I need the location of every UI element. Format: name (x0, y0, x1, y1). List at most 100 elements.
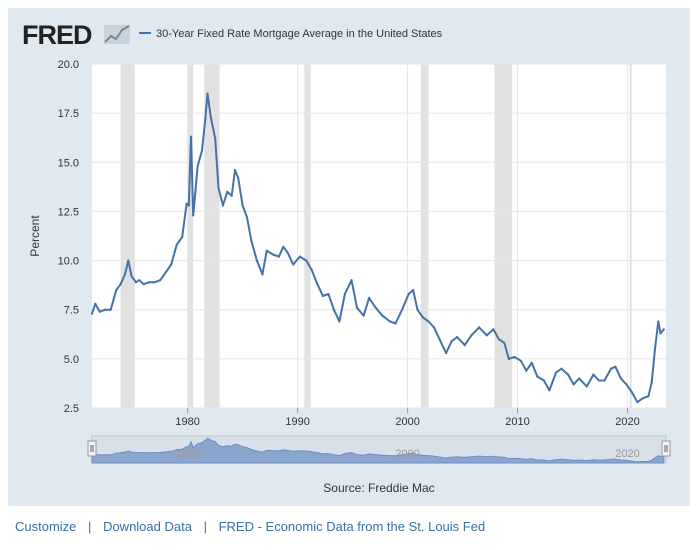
data-point (470, 334, 473, 337)
data-point (603, 379, 606, 382)
data-point (230, 194, 233, 197)
fred-logo-graph-icon (104, 25, 130, 44)
x-tick-label: 1990 (285, 416, 309, 428)
data-point (192, 214, 195, 217)
data-point (209, 116, 212, 119)
data-point (343, 292, 346, 296)
data-point (519, 359, 522, 362)
data-point (90, 312, 94, 315)
y-tick-label: 17.5 (58, 108, 79, 120)
data-point (659, 332, 662, 335)
navigator-handle[interactable] (87, 440, 97, 457)
data-point (657, 320, 660, 323)
data-point (159, 279, 162, 282)
data-point (134, 281, 138, 284)
data-point (217, 186, 220, 189)
data-point (214, 137, 217, 140)
data-point (592, 373, 595, 376)
data-point (362, 314, 365, 317)
navigator-label: 1980 (175, 448, 199, 460)
data-point (153, 281, 156, 284)
data-point (381, 314, 384, 317)
legend-label: 30-Year Fixed Rate Mortgage Average in t… (156, 28, 443, 40)
x-tick-label: 2010 (505, 416, 529, 428)
y-tick-label: 7.5 (64, 305, 79, 317)
data-point (647, 395, 650, 398)
data-point (305, 259, 308, 262)
data-point (463, 344, 466, 347)
footer-separator: | (203, 519, 207, 534)
data-point (567, 373, 570, 376)
data-point (572, 383, 575, 386)
data-point (255, 259, 258, 262)
navigator-label: 2000 (395, 448, 419, 460)
data-point (292, 263, 295, 266)
recession-band (629, 64, 632, 408)
data-point (250, 239, 253, 242)
navigator-handle[interactable] (661, 440, 671, 457)
data-point (355, 306, 359, 309)
data-point (421, 316, 425, 319)
data-point (127, 259, 130, 262)
x-tick-label: 1980 (175, 416, 199, 428)
data-point (653, 347, 657, 351)
chart: FRED 30-Year Fixed Rate Mortgage Average … (22, 20, 671, 495)
data-point (237, 176, 240, 180)
data-point (233, 169, 237, 172)
data-point (185, 202, 188, 205)
data-point (650, 381, 653, 384)
data-point (412, 289, 415, 292)
data-point (164, 271, 167, 274)
data-point (585, 385, 588, 388)
plot-area (92, 64, 666, 408)
data-point (298, 255, 301, 258)
data-point (338, 320, 341, 323)
fred-home-link[interactable]: FRED - Economic Data from the St. Louis … (218, 519, 486, 534)
data-point (542, 379, 546, 382)
y-tick-label: 20.0 (58, 59, 79, 71)
recession-band (120, 64, 135, 408)
recession-band (304, 64, 311, 408)
data-point (119, 283, 122, 286)
data-point (265, 249, 268, 252)
data-point (485, 334, 488, 337)
data-point (175, 243, 178, 246)
data-point (525, 369, 528, 372)
y-tick-label: 2.5 (64, 403, 79, 415)
data-point (438, 338, 441, 341)
data-point (245, 216, 249, 219)
data-point (170, 263, 173, 266)
customize-link[interactable]: Customize (15, 519, 77, 534)
footer-links: Customize | Download Data | FRED - Econo… (15, 519, 485, 534)
data-point (204, 117, 207, 121)
data-point (597, 379, 601, 382)
data-point (123, 273, 127, 276)
y-tick-label: 12.5 (58, 206, 79, 218)
data-point (614, 365, 617, 368)
data-point (619, 377, 623, 380)
data-point (407, 292, 410, 296)
data-point (194, 190, 197, 193)
source-label: Source: Freddie Mac (323, 481, 434, 495)
data-point (478, 326, 481, 329)
data-point (554, 371, 558, 374)
data-point (662, 328, 665, 331)
y-axis-label: Percent (28, 215, 42, 257)
data-point (332, 308, 335, 311)
recession-band (494, 64, 513, 408)
data-point (503, 342, 506, 345)
data-point (609, 367, 613, 370)
data-point (321, 294, 324, 298)
data-point (394, 322, 397, 325)
download-data-link[interactable]: Download Data (103, 519, 192, 534)
data-point (450, 340, 453, 343)
chart-panel: FRED 30-Year Fixed Rate Mortgage Average … (8, 8, 690, 506)
data-point (388, 320, 392, 323)
recession-band (420, 64, 429, 408)
data-point (277, 255, 280, 258)
data-point (272, 253, 275, 256)
y-tick-label: 5.0 (64, 354, 79, 366)
data-point (104, 308, 107, 311)
data-point (641, 397, 645, 400)
data-point (374, 306, 377, 309)
